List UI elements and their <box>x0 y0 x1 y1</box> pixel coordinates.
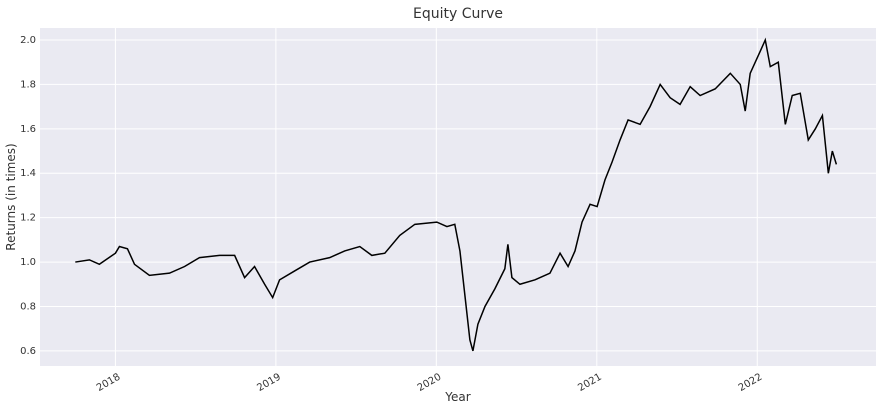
y-tick-label: 2.0 <box>20 35 36 46</box>
y-tick-label: 1.8 <box>20 79 36 90</box>
plot-area <box>40 28 876 366</box>
y-tick-label: 1.2 <box>20 213 36 224</box>
y-axis-label: Returns (in times) <box>4 143 18 250</box>
x-tick-label: 2020 <box>416 372 444 394</box>
y-tick-label: 1.4 <box>20 168 36 179</box>
x-tick-label: 2018 <box>95 372 123 394</box>
x-axis-label: Year <box>444 390 470 404</box>
chart-title: Equity Curve <box>413 6 503 22</box>
y-tick-label: 1.6 <box>20 124 36 135</box>
y-tick-label: 0.6 <box>20 346 36 357</box>
y-tick-label: 1.0 <box>20 257 36 268</box>
x-tick-label: 2019 <box>255 372 283 394</box>
equity-line <box>75 37 838 352</box>
x-tick-label: 2021 <box>576 372 604 394</box>
x-tick-label: 2022 <box>737 372 765 394</box>
y-tick-label: 0.8 <box>20 301 36 312</box>
